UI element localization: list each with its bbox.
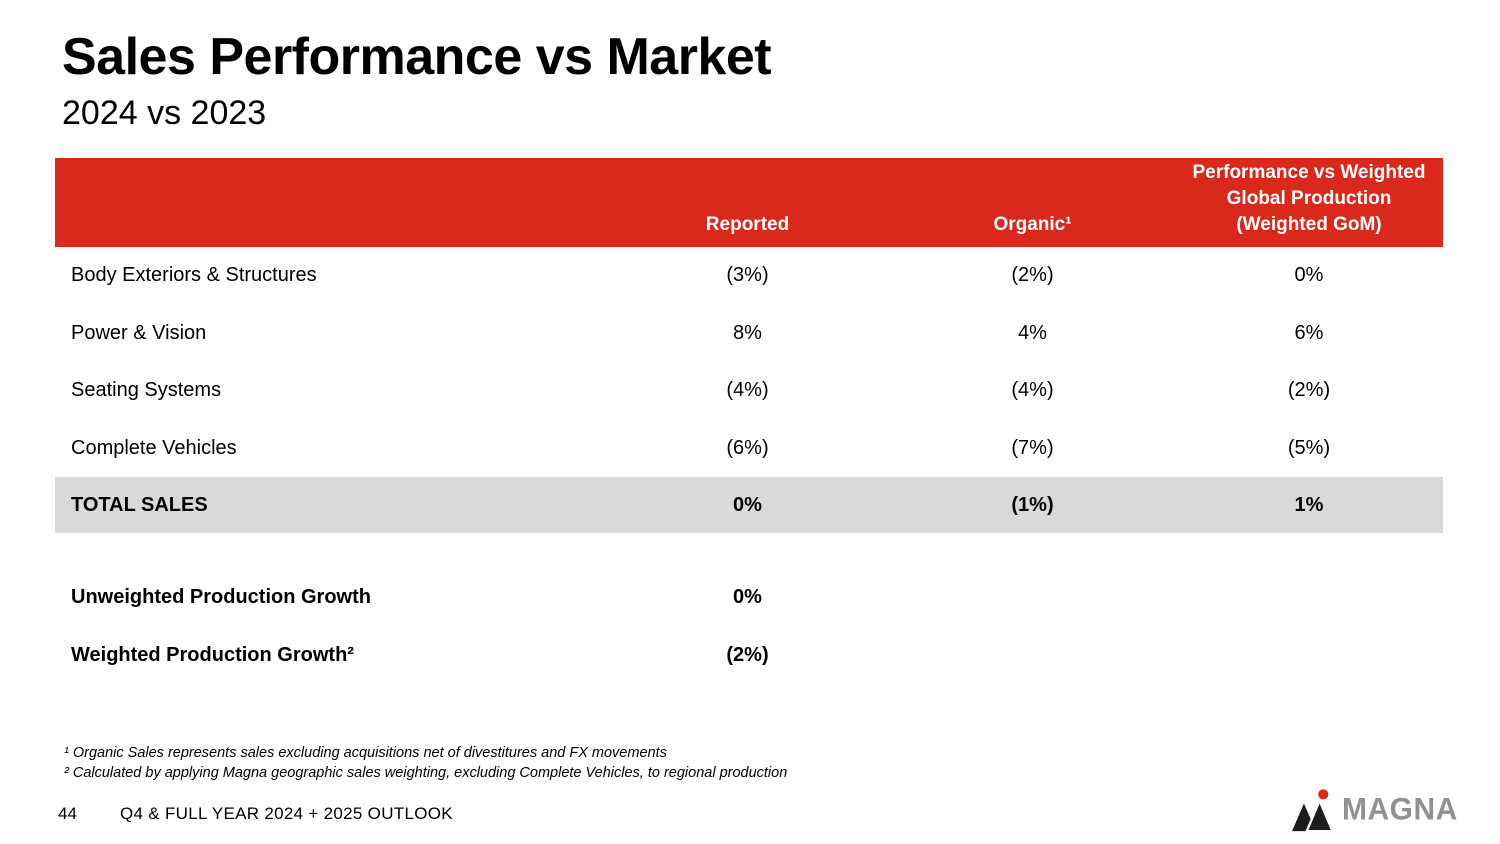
weighted-production-row: Weighted Production Growth² (2%) (55, 626, 1443, 684)
reported-value: (4%) (726, 379, 769, 402)
gom-value: 0% (1294, 264, 1324, 287)
footer-deck-title: Q4 & FULL YEAR 2024 + 2025 OUTLOOK (120, 804, 453, 823)
row-label: Weighted Production Growth² (71, 643, 354, 666)
footnote-organic-sales: ¹ Organic Sales represents sales excludi… (64, 745, 667, 761)
production-growth-section: Unweighted Production Growth 0% Weighted… (55, 568, 1443, 684)
row-label: Body Exteriors & Structures (71, 264, 317, 287)
page-title: Sales Performance vs Market (62, 28, 772, 86)
organic-value: (4%) (1011, 379, 1054, 402)
header-weighted-gom: Performance vs Weighted Global Productio… (1192, 162, 1426, 235)
header-spacer-cell (55, 238, 605, 247)
production-value: 0% (733, 585, 762, 608)
total-label: TOTAL SALES (71, 493, 208, 516)
footnote-weighting: ² Calculated by applying Magna geographi… (64, 764, 788, 781)
magna-wordmark: MAGNA (1342, 792, 1458, 827)
row-label: Complete Vehicles (71, 436, 237, 459)
page-number: 44 (58, 804, 77, 823)
table-row: Complete Vehicles (6%) (7%) (5%) (55, 420, 1443, 478)
sales-performance-table: Reported Organic¹ Performance vs Weighte… (55, 158, 1443, 533)
row-label: Seating Systems (71, 379, 222, 402)
total-gom-value: 1% (1294, 493, 1324, 516)
reported-value: 8% (733, 321, 762, 344)
header-reported: Reported (705, 214, 790, 235)
organic-value: (7%) (1011, 436, 1054, 459)
production-value: (2%) (726, 643, 769, 666)
table-row: Seating Systems (4%) (4%) (2%) (55, 362, 1443, 420)
magna-logo: MAGNA (1292, 787, 1458, 833)
unweighted-production-row: Unweighted Production Growth 0% (55, 568, 1443, 626)
header-organic: Organic¹ (993, 214, 1072, 235)
organic-value: (2%) (1011, 264, 1054, 287)
gom-value: (2%) (1287, 379, 1331, 402)
total-sales-row: TOTAL SALES 0% (1%) 1% (55, 477, 1443, 533)
table-body: Body Exteriors & Structures (3%) (2%) 0%… (55, 247, 1443, 477)
table-row: Body Exteriors & Structures (3%) (2%) 0% (55, 247, 1443, 305)
total-reported-value: 0% (733, 493, 762, 516)
table-header-row: Reported Organic¹ Performance vs Weighte… (55, 158, 1443, 247)
table-row: Power & Vision 8% 4% 6% (55, 305, 1443, 363)
organic-value: 4% (1018, 321, 1047, 344)
magna-m-icon (1292, 789, 1335, 833)
total-organic-value: (1%) (1011, 493, 1054, 516)
reported-value: (6%) (726, 436, 769, 459)
row-label: Power & Vision (71, 321, 207, 344)
gom-value: (5%) (1287, 436, 1331, 459)
page-subtitle: 2024 vs 2023 (62, 94, 267, 132)
row-label: Unweighted Production Growth (71, 585, 371, 608)
reported-value: (3%) (726, 264, 769, 287)
gom-value: 6% (1294, 321, 1324, 344)
footnotes: ¹ Organic Sales represents sales excludi… (64, 744, 787, 783)
